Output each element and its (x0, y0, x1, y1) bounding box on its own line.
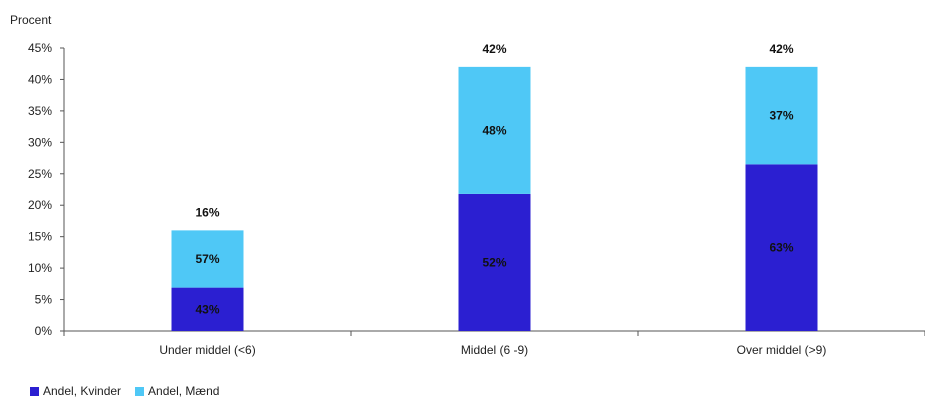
y-tick-label: 5% (35, 293, 53, 307)
legend-item-kvinder: Andel, Kvinder (30, 384, 121, 398)
y-tick-label: 30% (28, 135, 52, 149)
bar-segment (458, 193, 531, 331)
y-tick-label: 20% (28, 198, 52, 212)
y-tick-label: 45% (28, 41, 52, 55)
segment-data-label: 48% (482, 123, 506, 137)
segment-data-label: 57% (195, 252, 219, 266)
y-axis-unit-label: Procent (10, 13, 52, 27)
y-tick-label: 15% (28, 230, 52, 244)
bar-segment (458, 66, 531, 194)
total-data-label: 16% (195, 205, 219, 219)
legend-swatch-maend (135, 386, 145, 396)
bar-segment (171, 230, 244, 288)
x-category-label: Under middel (<6) (159, 343, 255, 357)
total-data-label: 42% (769, 42, 793, 56)
bar-segment (745, 164, 818, 331)
y-tick-label: 35% (28, 104, 52, 118)
bar-segment (745, 66, 818, 165)
y-tick-label: 10% (28, 261, 52, 275)
segment-data-label: 43% (195, 302, 219, 316)
segment-data-label: 37% (769, 109, 793, 123)
segment-data-label: 52% (482, 255, 506, 269)
legend-label-maend: Andel, Mænd (148, 384, 220, 398)
segment-data-label: 63% (769, 241, 793, 255)
data-labels: 43% 57% 16% 52% 48% 42% 63% 37% 42% (195, 42, 793, 316)
legend-label-kvinder: Andel, Kvinder (43, 384, 122, 398)
legend-item-maend: Andel, Mænd (135, 384, 219, 398)
total-data-label: 42% (482, 42, 506, 56)
legend: Andel, Kvinder Andel, Mænd (30, 384, 219, 398)
x-category-label: Over middel (>9) (737, 343, 827, 357)
x-category-label: Middel (6 -9) (461, 343, 528, 357)
x-axis: Under middel (<6) Middel (6 -9) Over midde… (63, 330, 925, 357)
y-tick-label: 40% (28, 72, 52, 86)
bars (171, 66, 818, 331)
y-axis: 0% 5% 10% 15% 20% 25% 30% 35% 40% 45% (28, 41, 65, 338)
legend-swatch-kvinder (30, 386, 39, 396)
bar-segment (171, 287, 244, 331)
y-tick-label: 0% (35, 324, 53, 338)
y-tick-label: 25% (28, 167, 52, 181)
